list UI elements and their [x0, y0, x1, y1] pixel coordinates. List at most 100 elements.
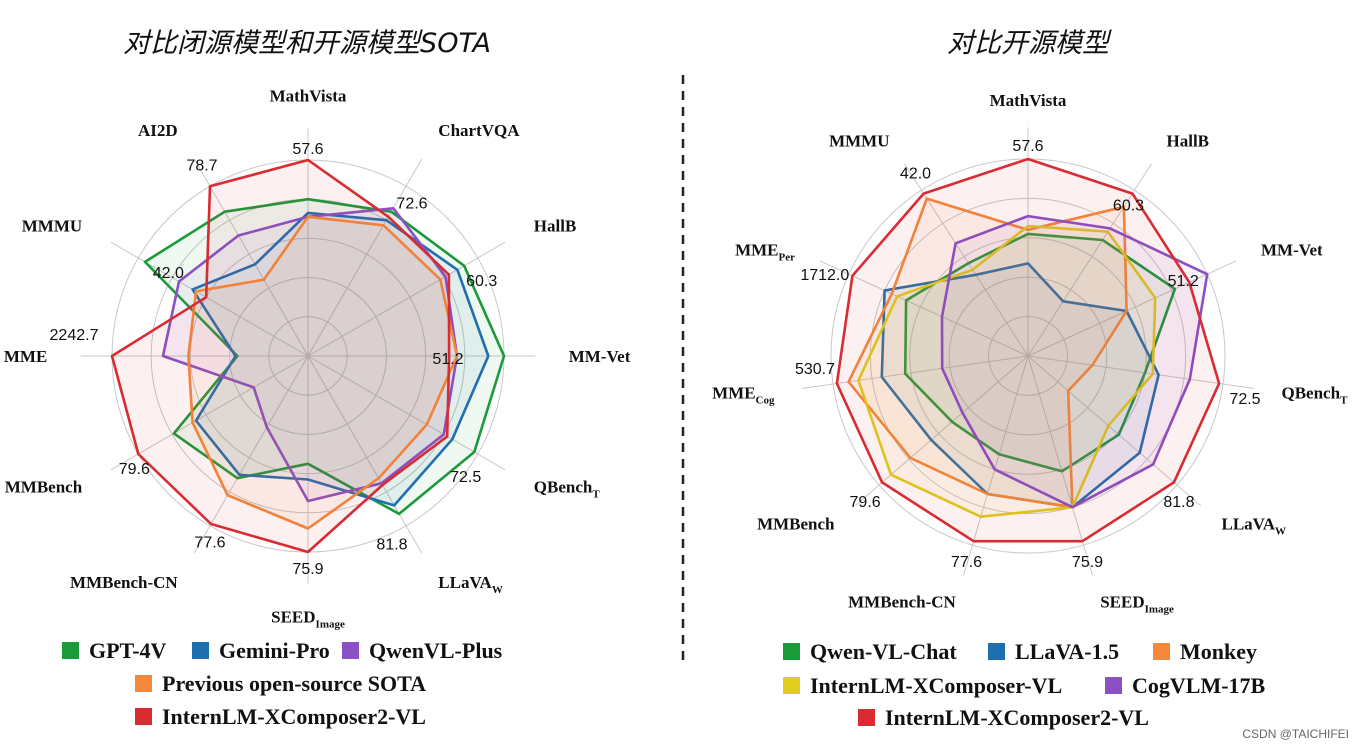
right-axis-sub-10: Per — [779, 252, 796, 264]
left-chart-title: 对比闭源模型和开源模型SOTA — [123, 28, 491, 59]
left-series-gpt-4v — [143, 197, 506, 516]
right-axis-label-5: LLaVAW — [1222, 515, 1287, 538]
left-axis-value-10: 2242.7 — [50, 327, 99, 344]
left-axis-name-11: MMMU — [22, 217, 82, 236]
right-axis-value-5: 81.8 — [1163, 494, 1194, 511]
left-axis-value-9: 79.6 — [119, 461, 150, 478]
right-spoke-8 — [854, 355, 1029, 507]
left-axis-label-1: MathVista — [270, 86, 347, 105]
right-axis-sub-4: T — [1340, 394, 1348, 406]
right-axis-name-4: QBench — [1282, 383, 1341, 402]
left-axis-value-12: 78.7 — [186, 157, 217, 174]
left-axis-label-6: LLaVAW — [438, 573, 503, 596]
right-axis-value-9: 530.7 — [795, 361, 835, 378]
right-axis-name-6: SEED — [1100, 593, 1144, 612]
right-spoke-6 — [1027, 355, 1093, 576]
left-spoke-2 — [307, 158, 423, 357]
right-axis-name-5: LLaVA — [1222, 515, 1276, 534]
left-axis-label-7: SEEDImage — [271, 608, 345, 631]
right-spoke-5 — [1027, 355, 1202, 507]
left-legend-label-internlm-xcomposer2-vl: InternLM-XComposer2-VL — [162, 704, 426, 729]
right-legend-swatch-monkey — [1153, 643, 1170, 660]
right-series-cogvlm-17b — [940, 214, 1209, 509]
right-axis-label-8: MMBench — [757, 515, 835, 534]
right-axis-label-6: SEEDImage — [1100, 593, 1174, 616]
left-axis-name-3: HallB — [534, 217, 577, 236]
left-axis-value-8: 77.6 — [194, 535, 225, 552]
left-spoke-8 — [193, 355, 309, 554]
right-legend-label-internlm-xcomposer2-vl: InternLM-XComposer2-VL — [885, 705, 1149, 730]
left-axis-name-12: AI2D — [138, 121, 178, 140]
right-axis-name-2: HallB — [1167, 132, 1210, 151]
right-legend-swatch-qwen-vl-chat — [783, 643, 800, 660]
left-axis-label-8: MMBench-CN — [70, 573, 178, 592]
left-legend-label-qwenvl-plus: QwenVL-Plus — [369, 638, 503, 663]
right-spoke-10 — [819, 260, 1029, 357]
right-axis-name-8: MMBench — [757, 515, 835, 534]
right-axis-value-10: 1712.0 — [800, 267, 849, 284]
right-axis-label-9: MMECog — [712, 383, 775, 406]
left-spoke-5 — [307, 355, 506, 471]
right-axis-sub-5: W — [1275, 526, 1286, 538]
right-axis-value-1: 57.6 — [1012, 138, 1043, 155]
right-radar-grid — [801, 127, 1255, 576]
right-spoke-4 — [1027, 355, 1255, 390]
left-axis-name-2: ChartVQA — [438, 121, 520, 140]
right-axis-name-7: MMBench-CN — [848, 593, 956, 612]
left-axis-label-3: HallB — [534, 217, 577, 236]
left-axis-value-7: 75.9 — [292, 561, 323, 578]
right-axis-label-4: QBenchT — [1282, 383, 1349, 406]
left-legend: GPT-4V Gemini-Pro QwenVL-Plus Previous open… — [62, 638, 503, 729]
left-legend-swatch-previous-open-source-sota — [135, 675, 152, 692]
right-radar-series — [835, 157, 1221, 543]
right-series-qwen-vl-chat — [903, 232, 1177, 473]
right-axis-sub-9: Cog — [756, 394, 775, 406]
right-axis-label-7: MMBench-CN — [848, 593, 956, 612]
right-axis-label-3: MM-Vet — [1261, 241, 1323, 260]
left-axis-value-6: 81.8 — [376, 537, 407, 554]
right-legend-swatch-internlm-xcomposer2-vl — [858, 709, 875, 726]
left-radar-axis-labels: MathVista 57.6 ChartVQA 72.6 HallB 60.3 MM-Vet… — [4, 86, 631, 630]
left-axis-sub-5: T — [592, 488, 600, 500]
left-axis-value-11: 42.0 — [153, 265, 184, 282]
left-axis-value-4: 51.2 — [432, 351, 463, 368]
right-series-monkey — [847, 197, 1128, 509]
left-spoke-9 — [110, 355, 309, 471]
left-axis-label-5: QBenchT — [534, 477, 601, 500]
left-axis-value-3: 60.3 — [466, 273, 497, 290]
left-legend-label-gpt-4v: GPT-4V — [89, 638, 167, 663]
left-axis-sub-7: Image — [316, 619, 345, 631]
right-legend-label-cogvlm-17b: CogVLM-17B — [1132, 673, 1266, 698]
left-axis-name-10: MME — [4, 347, 47, 366]
right-series-internlm-xcomposer-vl — [857, 224, 1157, 519]
left-legend-label-previous-open-source-sota: Previous open-source SOTA — [162, 671, 426, 696]
left-axis-label-9: MMBench — [5, 477, 83, 496]
left-axis-name-5: QBench — [534, 477, 593, 496]
left-axis-name-1: MathVista — [270, 86, 347, 105]
right-legend-label-llava-1-5: LLaVA-1.5 — [1015, 639, 1119, 664]
right-axis-value-3: 51.2 — [1168, 273, 1199, 290]
left-axis-sub-6: W — [492, 584, 503, 596]
left-axis-name-9: MMBench — [5, 477, 83, 496]
left-series-qwenvl-plus — [161, 207, 459, 503]
left-axis-name-8: MMBench-CN — [70, 573, 178, 592]
right-spoke-7 — [963, 355, 1029, 576]
right-axis-label-1: MathVista — [990, 91, 1067, 110]
right-spoke-9 — [801, 355, 1029, 390]
right-axis-label-2: HallB — [1167, 132, 1210, 151]
left-axis-value-2: 72.6 — [396, 195, 427, 212]
right-axis-name-11: MMMU — [829, 132, 889, 151]
left-series-internlm-xcomposer2-vl — [110, 158, 451, 554]
left-axis-label-11: MMMU — [22, 217, 82, 236]
right-axis-name-10: MME — [735, 241, 778, 260]
right-axis-value-7: 77.6 — [951, 554, 982, 571]
left-axis-value-5: 72.5 — [450, 469, 481, 486]
right-axis-value-6: 75.9 — [1072, 554, 1103, 571]
left-spoke-3 — [307, 241, 506, 357]
left-radar-series — [110, 158, 506, 554]
right-axis-value-8: 79.6 — [850, 494, 881, 511]
right-axis-name-9: MME — [712, 383, 755, 402]
right-axis-sub-6: Image — [1145, 604, 1174, 616]
right-legend-swatch-cogvlm-17b — [1105, 677, 1122, 694]
